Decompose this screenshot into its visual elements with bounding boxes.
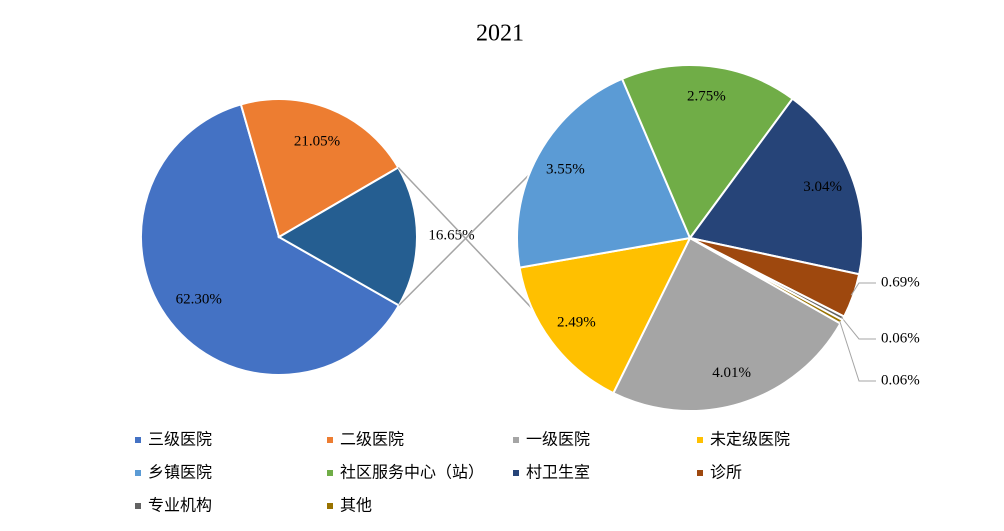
data-label: 0.06% [881, 372, 920, 388]
data-label: 3.55% [546, 162, 585, 178]
legend-swatch [513, 437, 519, 443]
legend-swatch [327, 503, 333, 509]
legend-label: 诊所 [710, 463, 742, 482]
legend-swatch [697, 437, 703, 443]
data-label: 0.06% [881, 330, 920, 346]
pie-slice [276, 166, 418, 307]
pie-slice [518, 236, 692, 395]
pie-slice [688, 97, 864, 276]
data-label: 2.49% [557, 314, 596, 330]
legend-swatch [697, 470, 703, 476]
leader-line [841, 317, 876, 340]
legend-swatch [135, 437, 141, 443]
chart-title: 2021 [476, 21, 524, 47]
data-label: 3.04% [803, 179, 842, 195]
data-label: 2.75% [687, 89, 726, 105]
legend-swatch [135, 503, 141, 509]
pie-slice [612, 236, 842, 412]
data-label: 21.05% [294, 134, 340, 150]
data-label: 62.30% [176, 292, 222, 308]
pie-slice [140, 103, 401, 376]
legend-label: 村卫生室 [526, 463, 590, 482]
legend-label: 一级医院 [526, 430, 590, 449]
data-label: 0.69% [881, 274, 920, 290]
leader-line [839, 320, 876, 382]
legend-label: 未定级医院 [710, 430, 790, 449]
legend-label: 三级医院 [148, 430, 212, 449]
data-label: 4.01% [712, 365, 751, 381]
legend-swatch [135, 470, 141, 476]
legend-swatch [327, 470, 333, 476]
pie-slice [620, 64, 794, 241]
legend-swatch [513, 470, 519, 476]
pie-slice [516, 77, 692, 269]
legend-label: 二级医院 [340, 430, 404, 449]
legend-label: 社区服务中心（站） [340, 463, 484, 482]
pie-slice [239, 98, 400, 239]
legend-label: 乡镇医院 [148, 463, 212, 482]
legend-label: 其他 [340, 496, 372, 515]
legend-swatch [327, 437, 333, 443]
data-label: 16.65% [428, 228, 474, 244]
leader-line [850, 282, 876, 296]
legend-label: 专业机构 [148, 496, 212, 515]
